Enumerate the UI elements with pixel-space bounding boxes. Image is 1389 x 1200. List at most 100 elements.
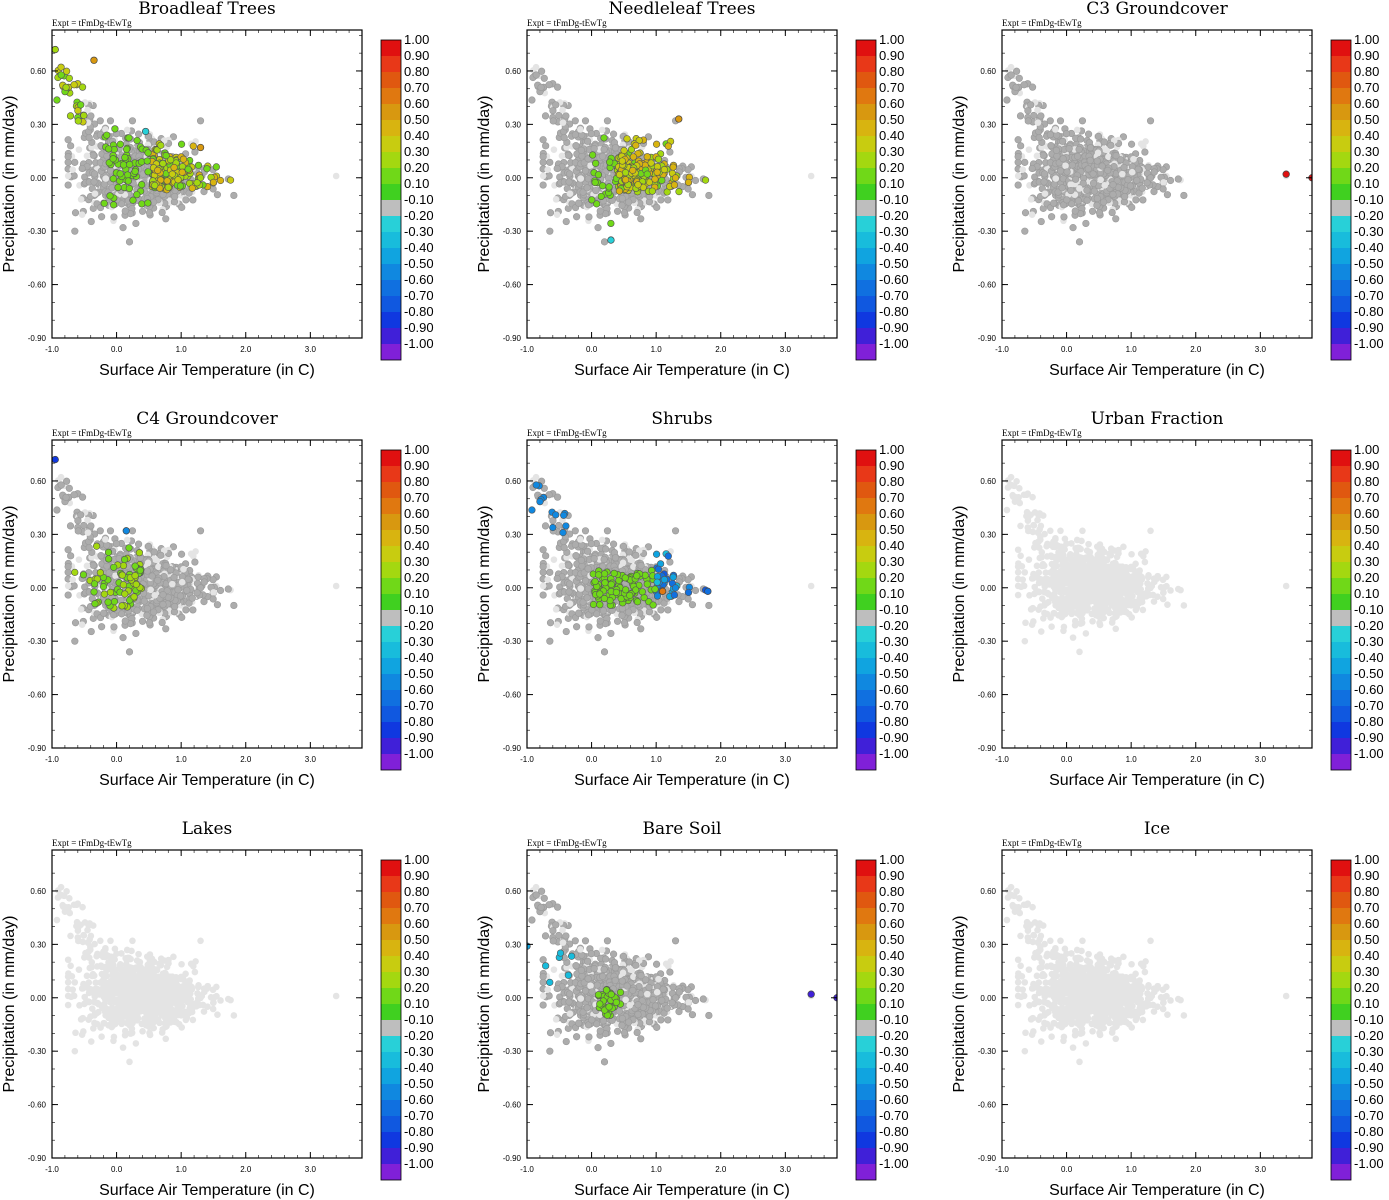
- expt-label: Expt = tFmDg-tEwTg: [52, 18, 132, 28]
- data-point: [66, 522, 75, 530]
- data-point-highlight: [591, 178, 599, 187]
- data-point: [559, 119, 567, 126]
- x-tick-label: -1.0: [520, 345, 534, 354]
- y-axis-label: Precipitation (in mm/day): [1, 96, 18, 273]
- data-point-highlight: [176, 182, 185, 190]
- data-point: [1068, 200, 1076, 208]
- data-point: [1014, 152, 1022, 161]
- data-point: [57, 481, 65, 489]
- data-point-highlight: [597, 192, 605, 201]
- data-point-highlight: [675, 188, 683, 196]
- data-point-highlight: [110, 598, 119, 606]
- x-tick-label: -1.0: [995, 345, 1009, 354]
- y-tick-label: -0.30: [503, 227, 522, 236]
- data-point: [1021, 158, 1029, 166]
- colorbar-swatch: [381, 546, 401, 562]
- data-point: [577, 175, 585, 182]
- data-point: [600, 238, 609, 246]
- panel-title: Shrubs: [651, 409, 712, 429]
- data-point: [196, 527, 205, 535]
- colorbar-swatch: [1331, 136, 1351, 152]
- data-point: [1086, 156, 1094, 164]
- y-tick-label: 0.00: [980, 174, 996, 183]
- data-point: [546, 209, 555, 217]
- colorbar-label: 0.20: [1354, 160, 1379, 175]
- data-point-highlight: [670, 181, 679, 189]
- colorbar: 1.000.900.800.700.600.500.400.300.200.10…: [1330, 32, 1384, 361]
- colorbar-swatch: [381, 514, 401, 530]
- colorbar-swatch: [856, 72, 876, 88]
- data-point: [128, 527, 137, 535]
- data-point: [546, 227, 554, 235]
- data-point: [1076, 185, 1083, 192]
- data-point: [620, 209, 629, 217]
- y-tick-label: -0.30: [28, 227, 47, 236]
- colorbar-label: 0.60: [879, 96, 904, 111]
- data-point: [575, 199, 583, 207]
- data-point-highlight: [184, 165, 192, 173]
- data-point: [705, 191, 713, 200]
- data-point-highlight: [119, 581, 128, 589]
- data-point-highlight: [629, 153, 638, 161]
- colorbar-label: -0.50: [404, 666, 434, 681]
- colorbar-swatch: [1331, 280, 1351, 296]
- data-point: [1159, 166, 1167, 174]
- data-point: [91, 190, 99, 198]
- data-point-highlight: [209, 178, 218, 187]
- data-point: [560, 134, 568, 142]
- data-point: [64, 546, 72, 554]
- data-point: [1109, 181, 1117, 189]
- data-point-highlight: [594, 171, 603, 179]
- expt-label: Expt = tFmDg-tEwTg: [52, 428, 132, 438]
- data-point: [78, 621, 86, 628]
- data-point: [132, 219, 140, 228]
- data-point: [213, 601, 222, 609]
- colorbar-label: -0.50: [404, 256, 434, 271]
- data-point: [1079, 179, 1087, 187]
- data-point: [1103, 146, 1111, 154]
- colorbar-label: -0.60: [1354, 272, 1384, 287]
- data-point: [143, 567, 151, 575]
- data-point: [168, 580, 176, 588]
- data-point: [584, 137, 592, 145]
- data-point: [1014, 172, 1022, 180]
- data-point: [57, 473, 65, 481]
- data-point: [183, 586, 191, 594]
- data-point: [666, 148, 674, 156]
- data-point: [537, 83, 545, 91]
- data-point: [84, 106, 91, 114]
- colorbar-label: 0.80: [404, 64, 429, 79]
- colorbar-swatch: [1331, 232, 1351, 248]
- data-point: [1034, 106, 1041, 114]
- data-point-notable: [122, 527, 130, 535]
- data-point: [174, 586, 182, 594]
- data-point: [1074, 152, 1082, 160]
- data-point-highlight: [634, 181, 642, 189]
- data-point: [1015, 74, 1023, 82]
- colorbar-swatch: [856, 344, 876, 360]
- colorbar-swatch: [856, 312, 876, 328]
- colorbar-label: 1.00: [404, 32, 429, 47]
- data-point: [603, 117, 612, 125]
- data-point-highlight: [607, 219, 615, 228]
- data-point: [148, 572, 156, 580]
- data-point-highlight: [196, 174, 205, 182]
- data-point: [1139, 196, 1147, 204]
- data-point: [1160, 179, 1167, 186]
- data-point: [1033, 152, 1041, 160]
- colorbar-label: -0.10: [404, 602, 434, 617]
- data-point-highlight: [93, 542, 101, 550]
- data-point: [170, 573, 178, 582]
- data-point: [653, 203, 661, 211]
- data-point: [565, 178, 573, 186]
- x-tick-label: 2.0: [240, 345, 252, 354]
- data-point: [157, 551, 165, 559]
- scatter-points: [52, 45, 340, 246]
- data-point-highlight: [74, 117, 82, 125]
- data-point-notable: [607, 236, 615, 244]
- data-point: [65, 484, 73, 492]
- data-point: [87, 627, 95, 636]
- data-point: [1014, 181, 1022, 189]
- x-tick-label: 0.0: [111, 345, 123, 354]
